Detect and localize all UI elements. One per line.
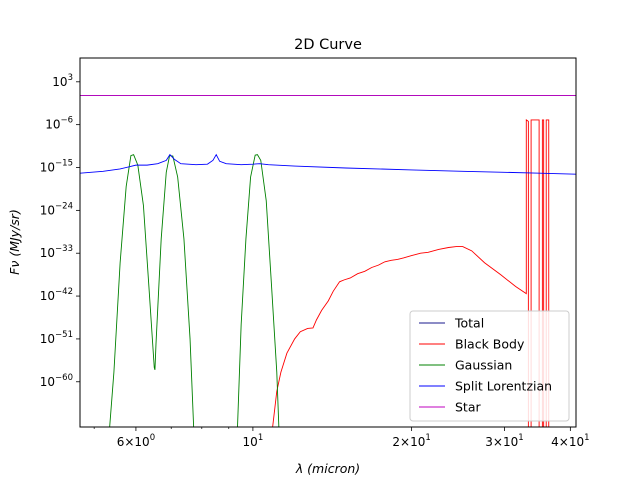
x-tick-exponent: 0 [150, 433, 155, 443]
y-tick-exponent: −60 [55, 373, 73, 383]
y-tick-exponent: −24 [55, 201, 73, 211]
legend-label: Gaussian [455, 358, 512, 373]
x-axis-ticks: 6×100 101 2×101 3×101 4×101 [93, 427, 590, 449]
legend-label: Split Lorentzian [455, 379, 552, 394]
legend-label: Star [455, 400, 481, 415]
y-tick-exponent: −6 [60, 116, 73, 126]
x-tick-exponent: 1 [584, 433, 589, 443]
legend: Total Black Body Gaussian Split Lorentzian S… [409, 310, 570, 422]
y-tick-exponent: −51 [55, 330, 73, 340]
plot-frame [79, 57, 577, 428]
y-tick-exponent: −33 [55, 244, 73, 254]
legend-label: Black Body [455, 337, 525, 352]
series-line-split-lorentzian [80, 153, 576, 175]
chart-title: 2D Curve [294, 37, 362, 53]
x-tick-exponent: 1 [425, 433, 430, 443]
legend-box [409, 310, 570, 422]
y-axis-label: Fν (MJy/sr) [7, 209, 22, 275]
legend-label: Total [454, 316, 484, 331]
series-line-gaussian [109, 154, 280, 427]
series-layer [80, 95, 576, 427]
x-tick-label: 6×100 [117, 433, 155, 449]
x-tick-label: 2×101 [392, 433, 430, 449]
y-tick-exponent: −42 [55, 287, 73, 297]
y-tick-exponent: −15 [55, 159, 73, 169]
x-tick-label: 4×101 [551, 433, 589, 449]
x-tick-label: 3×101 [485, 433, 523, 449]
x-axis-label: λ (micron) [295, 461, 360, 476]
x-tick-exponent: 1 [518, 433, 523, 443]
x-tick-exponent: 1 [258, 433, 263, 443]
y-tick-exponent: 3 [68, 73, 73, 83]
